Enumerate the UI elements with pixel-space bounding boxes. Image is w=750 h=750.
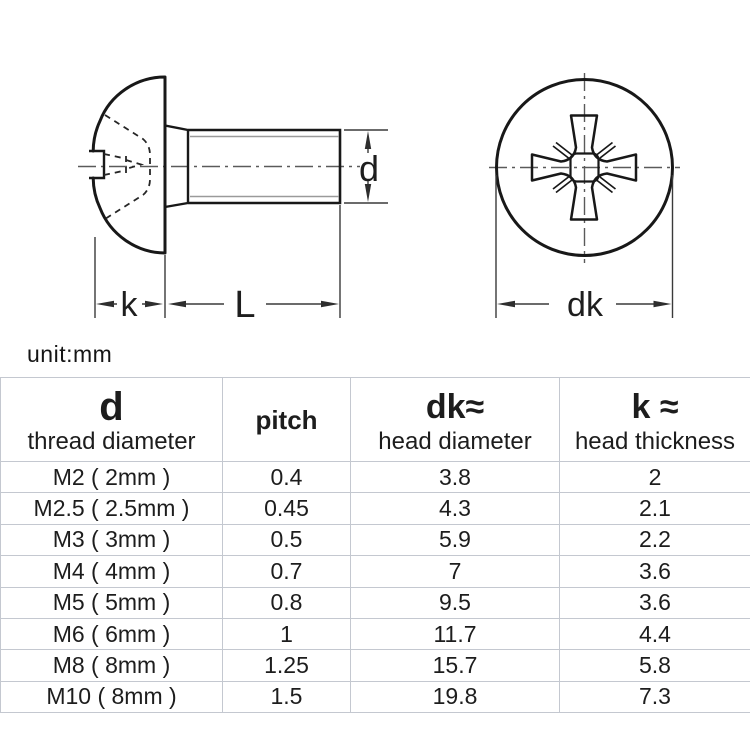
- table-cell: 3.6: [559, 586, 750, 619]
- bottom-extension-lines: [94, 205, 341, 318]
- table-header-row: d thread diameter pitch dk≈ head diameter k ≈…: [0, 377, 750, 462]
- thread-lines: [190, 135, 339, 198]
- table-cell: M10 ( 8mm ): [0, 680, 223, 714]
- table-cell: 1: [222, 617, 351, 651]
- column-symbol: d: [99, 384, 124, 429]
- column-description: head diameter: [378, 427, 532, 455]
- table-row: M4 ( 4mm ) 0.7 7 3.6: [0, 555, 750, 588]
- table-cell: 15.7: [350, 649, 560, 682]
- arrow-left-icon: [497, 300, 515, 308]
- arrow-down-icon: [364, 184, 372, 202]
- cross-chamfer-lines: [552, 141, 617, 194]
- screw-top-view: dk: [489, 73, 680, 324]
- column-symbol: dk≈: [425, 387, 485, 426]
- dimension-k-l: k L: [94, 205, 341, 326]
- table-cell: 4.3: [350, 492, 560, 525]
- spec-table: d thread diameter pitch dk≈ head diameter k ≈…: [0, 377, 750, 714]
- table-cell: M2 ( 2mm ): [0, 460, 223, 494]
- table-cell: 0.4: [222, 460, 351, 494]
- table-row: M2.5 ( 2.5mm ) 0.45 4.3 2.1: [0, 492, 750, 525]
- table-row: M10 ( 8mm ) 1.5 19.8 7.3: [0, 680, 750, 714]
- table-cell: 2: [559, 460, 750, 494]
- top-view-center-lines: [489, 73, 680, 263]
- table-cell: 0.5: [222, 523, 351, 557]
- unit-label: unit:mm: [27, 341, 113, 367]
- table-cell: 0.45: [222, 492, 351, 525]
- head-circle: [495, 78, 674, 257]
- table-cell: 1.25: [222, 649, 351, 682]
- dim-label-l: L: [234, 284, 255, 326]
- column-symbol: pitch: [255, 405, 318, 435]
- table-cell: 5.8: [559, 649, 750, 682]
- table-cell: 0.7: [222, 555, 351, 588]
- table-cell: 9.5: [350, 586, 560, 619]
- table-cell: 3.8: [350, 460, 560, 494]
- dimension-dk-extension-lines: [495, 175, 674, 318]
- arrow-right-icon: [321, 300, 339, 308]
- hidden-recess-lines: [103, 114, 151, 220]
- column-description: thread diameter: [27, 427, 196, 455]
- column-header: pitch: [222, 377, 351, 462]
- screw-side-view: d k L: [78, 75, 388, 326]
- table-cell: 3.6: [559, 555, 750, 588]
- cross-outline: [530, 114, 638, 221]
- arrow-left-icon: [168, 300, 186, 308]
- table-cell: 4.4: [559, 617, 750, 651]
- table-cell: M6 ( 6mm ): [0, 617, 223, 651]
- arrow-left-icon: [96, 300, 114, 308]
- column-header: dk≈ head diameter: [350, 377, 560, 462]
- table-cell: 0.8: [222, 586, 351, 619]
- table-cell: M8 ( 8mm ): [0, 649, 223, 682]
- pan-head-outline: [91, 75, 167, 255]
- table-cell: 2.1: [559, 492, 750, 525]
- spec-table-header: d thread diameter pitch dk≈ head diameter k ≈…: [0, 377, 750, 462]
- dim-label-d: d: [359, 148, 379, 189]
- column-symbol: k ≈: [631, 387, 679, 426]
- table-row: M3 ( 3mm ) 0.5 5.9 2.2: [0, 523, 750, 557]
- table-cell: 5.9: [350, 523, 560, 557]
- dim-label-dk: dk: [567, 286, 604, 324]
- table-cell: 1.5: [222, 680, 351, 714]
- column-description: head thickness: [574, 427, 736, 455]
- table-cell: M3 ( 3mm ): [0, 523, 223, 557]
- table-row: M8 ( 8mm ) 1.25 15.7 5.8: [0, 649, 750, 682]
- table-row: M6 ( 6mm ) 1 11.7 4.4: [0, 617, 750, 651]
- phillips-recess: [530, 114, 638, 221]
- table-cell: 7.3: [559, 680, 750, 714]
- screw-shank: [188, 128, 342, 205]
- table-cell: 19.8: [350, 680, 560, 714]
- table-cell: 2.2: [559, 523, 750, 557]
- dim-label-k: k: [121, 286, 139, 324]
- dimension-d: d: [344, 129, 388, 204]
- table-cell: M2.5 ( 2.5mm ): [0, 492, 223, 525]
- table-cell: 11.7: [350, 617, 560, 651]
- arrow-right-icon: [145, 300, 163, 308]
- table-cell: M4 ( 4mm ): [0, 555, 223, 588]
- table-row: M5 ( 5mm ) 0.8 9.5 3.6: [0, 586, 750, 619]
- table-cell: 7: [350, 555, 560, 588]
- arrow-up-icon: [364, 131, 372, 149]
- table-cell: M5 ( 5mm ): [0, 586, 223, 619]
- table-row: M2 ( 2mm ) 0.4 3.8 2: [0, 460, 750, 494]
- cross-center-square: [569, 152, 600, 183]
- screw-technical-drawing: d k L: [78, 73, 680, 326]
- column-header: k ≈ head thickness: [559, 377, 750, 462]
- dimension-d-extension-lines: [344, 129, 388, 204]
- head-neck-fillet: [164, 124, 190, 209]
- column-header: d thread diameter: [0, 377, 223, 462]
- dimension-dk: dk: [495, 175, 674, 324]
- arrow-right-icon: [653, 300, 672, 308]
- spec-table-body: M2 ( 2mm ) 0.4 3.8 2 M2.5 ( 2.5mm ) 0.45 4.3 2.…: [0, 460, 750, 714]
- recess-slot: [89, 149, 106, 180]
